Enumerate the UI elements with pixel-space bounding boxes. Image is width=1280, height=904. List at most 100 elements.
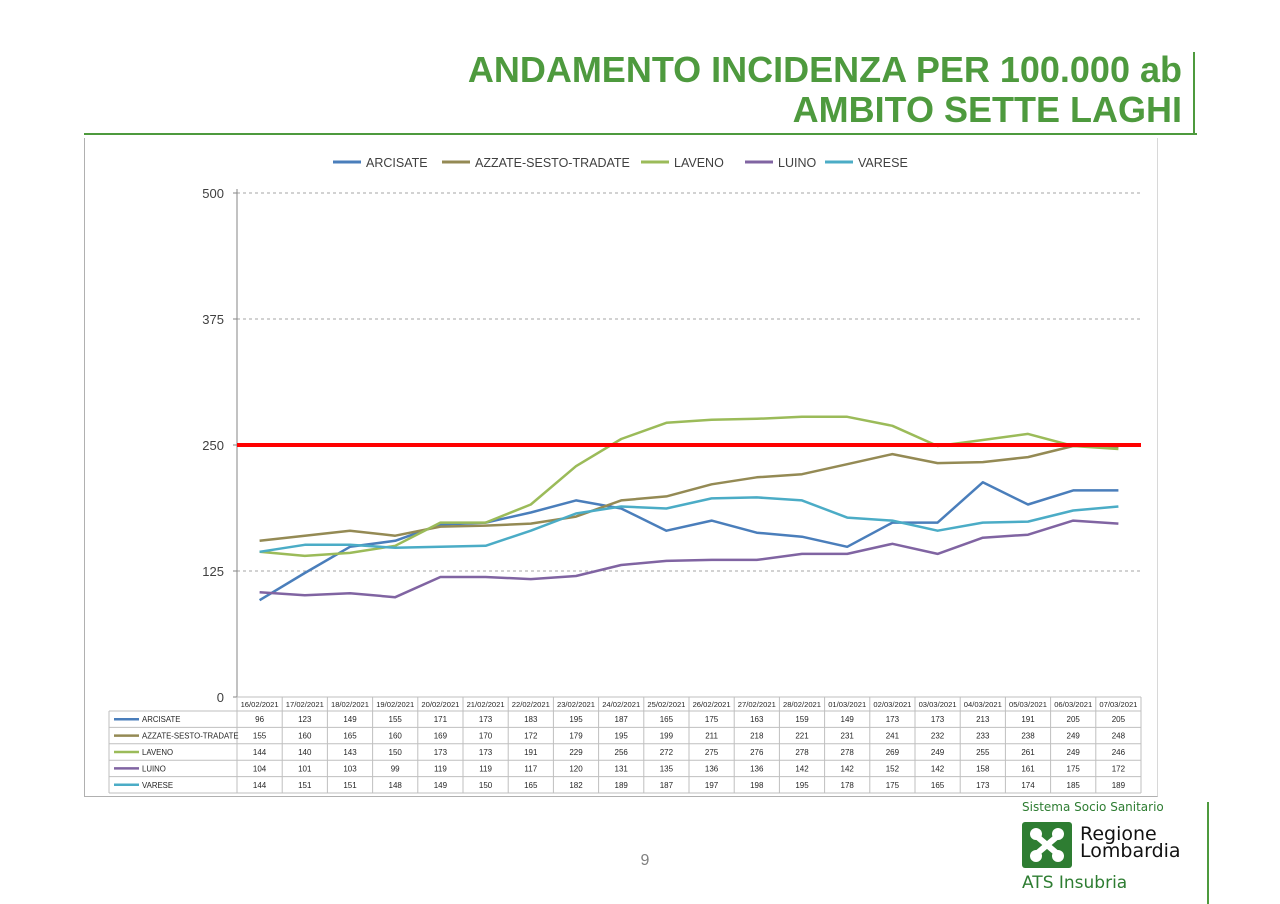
table-cell: 241 [886, 732, 900, 741]
table-cell: 96 [255, 715, 264, 724]
table-cell: 117 [524, 764, 537, 773]
logo-region-line-2: Lombardia [1080, 840, 1181, 862]
table-cell: 213 [976, 715, 990, 724]
table-cell: 144 [253, 748, 267, 757]
table-cell: 175 [886, 781, 900, 790]
table-cell: 99 [391, 764, 400, 773]
table-row-label: VARESE [142, 781, 173, 790]
series-line-azzate-sesto-tradate [259, 444, 1119, 543]
y-tick-label: 375 [202, 312, 224, 327]
legend-label: LAVENO [674, 156, 724, 170]
table-cell: 185 [1067, 781, 1081, 790]
table-cell: 211 [705, 732, 718, 741]
table-cell: 218 [750, 732, 764, 741]
table-cell: 173 [976, 781, 990, 790]
table-cell: 173 [931, 715, 945, 724]
x-tick-label: 24/02/2021 [602, 700, 640, 709]
table-cell: 191 [524, 748, 538, 757]
logo-region-line-1: Regione [1080, 823, 1157, 845]
table-cell: 175 [705, 715, 719, 724]
legend-label: ARCISATE [366, 156, 428, 170]
table-cell: 142 [841, 764, 855, 773]
table-cell: 165 [660, 715, 674, 724]
table-cell: 155 [389, 715, 403, 724]
table-cell: 173 [479, 715, 493, 724]
table-cell: 169 [434, 732, 448, 741]
table-cell: 174 [1021, 781, 1035, 790]
chart-frame [84, 138, 1158, 797]
table-cell: 151 [343, 781, 357, 790]
table-cell: 195 [795, 781, 809, 790]
table-cell: 150 [389, 748, 403, 757]
table-cell: 272 [660, 748, 674, 757]
table-cell: 119 [434, 764, 447, 773]
logo-region-name: Regione Lombardia [1080, 823, 1181, 862]
x-tick-label: 04/03/2021 [964, 700, 1002, 709]
footer-rule [1207, 802, 1209, 904]
logo-system-text: Sistema Socio Sanitario [1022, 800, 1164, 814]
table-cell: 232 [931, 732, 945, 741]
table-cell: 173 [479, 748, 493, 757]
table-cell: 142 [795, 764, 809, 773]
legend-label: LUINO [778, 156, 816, 170]
table-cell: 249 [1067, 732, 1081, 741]
table-cell: 173 [434, 748, 448, 757]
table-cell: 140 [298, 748, 312, 757]
table-cell: 131 [615, 764, 629, 773]
table-cell: 248 [1112, 732, 1126, 741]
table-cell: 255 [976, 748, 990, 757]
x-tick-label: 21/02/2021 [467, 700, 505, 709]
x-tick-label: 22/02/2021 [512, 700, 550, 709]
table-cell: 187 [615, 715, 629, 724]
table-cell: 175 [1067, 764, 1081, 773]
series-line-luino [259, 519, 1119, 599]
x-tick-label: 23/02/2021 [557, 700, 595, 709]
table-cell: 276 [750, 748, 764, 757]
table-cell: 187 [660, 781, 674, 790]
logo-ats-text: ATS Insubria [1022, 873, 1128, 893]
table-cell: 205 [1067, 715, 1081, 724]
table-cell: 231 [841, 732, 855, 741]
table-cell: 173 [886, 715, 900, 724]
table-cell: 183 [524, 715, 538, 724]
table-cell: 171 [434, 715, 448, 724]
title-line-1: ANDAMENTO INCIDENZA PER 100.000 ab [467, 49, 1182, 90]
page-number: 9 [640, 852, 650, 869]
x-tick-label: 07/03/2021 [1099, 700, 1137, 709]
table-cell: 233 [976, 732, 990, 741]
table-cell: 149 [434, 781, 448, 790]
table-cell: 238 [1021, 732, 1035, 741]
legend-label: VARESE [858, 156, 908, 170]
x-tick-label: 28/02/2021 [783, 700, 821, 709]
series-line-arcisate [258, 481, 1119, 602]
table-cell: 195 [615, 732, 629, 741]
y-tick-label: 500 [202, 186, 224, 201]
table-row-label: LAVENO [142, 748, 173, 757]
x-tick-label: 18/02/2021 [331, 700, 369, 709]
table-cell: 104 [253, 764, 267, 773]
table-cell: 160 [298, 732, 312, 741]
table-cell: 135 [660, 764, 674, 773]
table-row-label: ARCISATE [142, 715, 180, 724]
table-cell: 172 [524, 732, 538, 741]
table-cell: 229 [569, 748, 583, 757]
table-cell: 278 [841, 748, 855, 757]
table-cell: 195 [569, 715, 583, 724]
legend-label: AZZATE-SESTO-TRADATE [475, 156, 630, 170]
title-side-rule [1193, 52, 1195, 135]
table-cell: 182 [569, 781, 583, 790]
table-cell: 120 [569, 764, 583, 773]
regione-lombardia-logo: Sistema Socio Sanitario Regione Lombardi… [1018, 800, 1198, 900]
table-cell: 119 [479, 764, 492, 773]
rosa-camuna-icon [1022, 822, 1072, 868]
table-cell: 246 [1112, 748, 1126, 757]
table-cell: 136 [750, 764, 764, 773]
x-tick-label: 25/02/2021 [647, 700, 685, 709]
title-line-2: AMBITO SETTE LAGHI [792, 89, 1182, 130]
x-tick-label: 02/03/2021 [873, 700, 911, 709]
table-cell: 197 [705, 781, 719, 790]
table-cell: 249 [931, 748, 945, 757]
x-tick-label: 01/03/2021 [828, 700, 866, 709]
page-title: ANDAMENTO INCIDENZA PER 100.000 ab AMBIT… [468, 50, 1182, 130]
title-underline [84, 133, 1197, 135]
